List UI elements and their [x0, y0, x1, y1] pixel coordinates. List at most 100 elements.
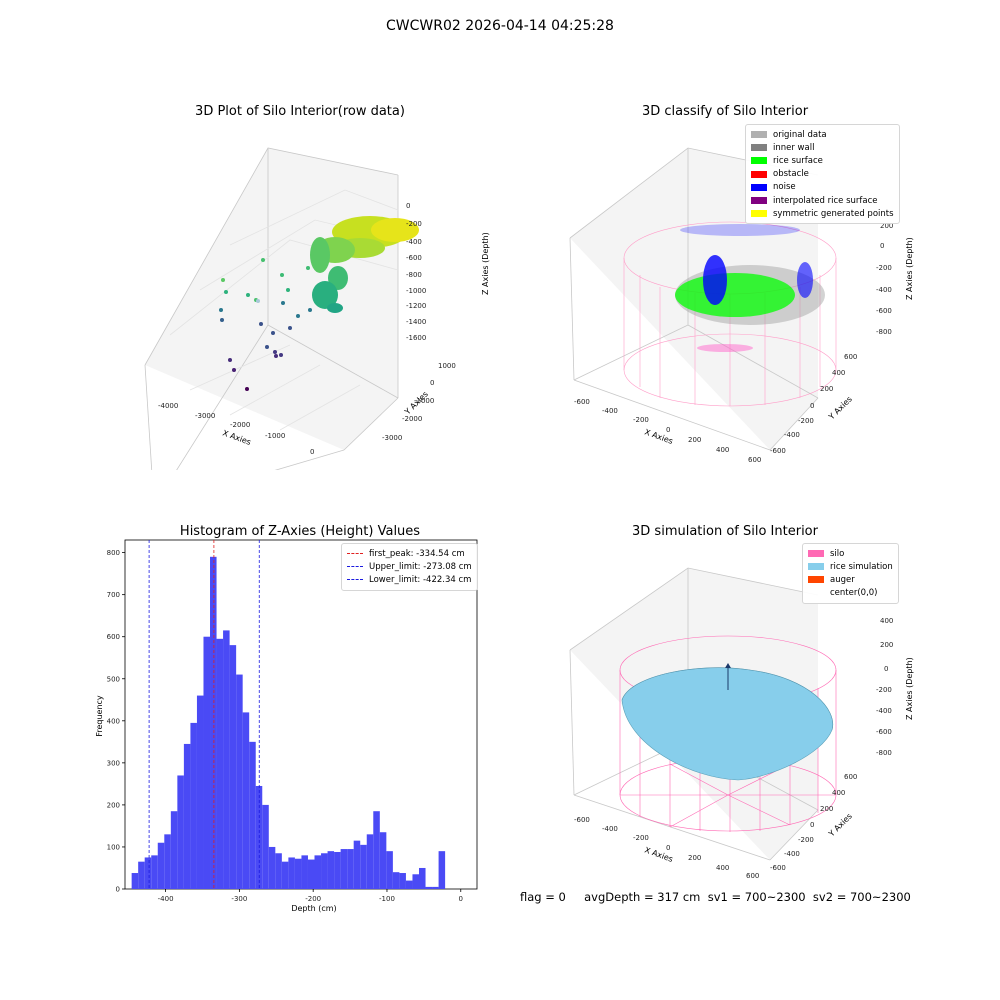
panel2-z-ticks: 200 0 -200 -400 -600 -800 [876, 222, 893, 336]
panel1-z-tick: -1400 [406, 318, 426, 326]
histogram-y-tick: 600 [107, 633, 120, 641]
panel1-z-tick: -200 [406, 220, 422, 228]
panel1-y-tick: 0 [430, 379, 434, 387]
histogram-y-tick: 200 [107, 801, 120, 809]
histogram-bar [294, 858, 302, 889]
panel2-x-tick: 400 [716, 446, 729, 454]
panel4-legend: silo rice simulation auger center(0,0) [802, 543, 899, 604]
legend-item-lower-limit: Lower_limit: -422.34 cm [347, 573, 472, 586]
histogram-bar [301, 855, 308, 889]
histogram-bar [203, 636, 211, 889]
histogram-bar [223, 630, 230, 889]
panel4-z-tick: -200 [876, 686, 892, 694]
panel1-points [219, 216, 419, 391]
legend-swatch [751, 157, 767, 165]
histogram-x-tick: -100 [379, 895, 395, 903]
panel4-y-tick: 200 [820, 805, 833, 813]
panel1-y-tick: -1000 [414, 397, 434, 405]
panel2-x-tick: 0 [666, 426, 670, 434]
panel2-points [675, 224, 825, 352]
histogram-bar [334, 851, 341, 889]
panel2-y-label: Y Axies [826, 395, 854, 423]
panel2-x-ticks: -600 -400 -200 0 200 400 600 [574, 398, 761, 464]
legend-item-noise: noise [751, 181, 894, 194]
histogram-bar [151, 855, 158, 889]
histogram-bar [281, 861, 289, 889]
panel1-x-tick: -4000 [158, 402, 178, 410]
histogram-bar [236, 674, 243, 889]
panel1-x-tick: -1000 [265, 432, 285, 440]
histogram-title: Histogram of Z-Axies (Height) Values [179, 524, 421, 539]
histogram-bar [347, 849, 354, 889]
panel1-y-tick: -2000 [402, 415, 422, 423]
legend-item-upper-limit: Upper_limit: -273.08 cm [347, 560, 472, 573]
panel1-z-tick: -400 [406, 238, 422, 246]
histogram-bar [210, 556, 217, 889]
panel4-z-tick: 200 [880, 641, 893, 649]
histogram-bar [314, 855, 322, 889]
legend-item-first-peak: first_peak: -334.54 cm [347, 547, 472, 560]
legend-swatch [751, 170, 767, 178]
panel2-z-tick: -800 [876, 328, 892, 336]
legend-line [347, 566, 363, 568]
histogram-bar [418, 867, 426, 889]
panel2-x-tick: 600 [748, 456, 761, 464]
histogram-chart: -400 -300 -200 -100 0 0 100 200 300 400 500 600 700 8… [95, 539, 478, 913]
histogram-y-label: Frequency [95, 695, 104, 737]
panel2-z-tick: -200 [876, 264, 892, 272]
panel4-title: 3D simulation of Silo Interior [632, 524, 818, 539]
legend-swatch [808, 590, 824, 597]
panel4-x-tick: 600 [746, 872, 759, 880]
histogram-y-tick: 100 [107, 843, 120, 851]
histogram-bar [249, 741, 256, 889]
panel1-x-tick: 0 [310, 448, 314, 456]
histogram-x-label: Depth (cm) [291, 904, 336, 913]
panel4-y-tick: 600 [844, 773, 857, 781]
panel2-silo-wireframe [623, 221, 837, 407]
histogram-bar [144, 857, 152, 889]
histogram-bar [360, 844, 367, 889]
histogram-bar [216, 638, 224, 889]
panel1-y-tick: -3000 [382, 434, 402, 442]
histogram-y-tick: 400 [107, 717, 120, 725]
legend-item-auger: auger [808, 573, 893, 586]
panel4-x-tick: -200 [633, 834, 649, 842]
panel2-legend: original data inner wall rice surface ob… [745, 124, 900, 225]
panel2-x-tick: -200 [633, 416, 649, 424]
histogram-bar [288, 857, 295, 889]
legend-swatch [751, 144, 767, 152]
panel2-y-tick: 600 [844, 353, 857, 361]
legend-swatch [808, 563, 824, 571]
panel4-x-ticks: -600 -400 -200 0 200 400 600 [574, 816, 759, 880]
legend-item-silo: silo [808, 547, 893, 560]
legend-swatch [751, 131, 767, 139]
legend-item-rice-surface: rice surface [751, 154, 894, 167]
figure-title: CWCWR02 2026-04-14 04:25:28 [386, 18, 614, 34]
histogram-bar [379, 832, 387, 889]
histogram-bar [131, 873, 139, 889]
panel1-z-tick: -1200 [406, 302, 426, 310]
histogram-bar [438, 851, 446, 889]
legend-item-rice-simulation: rice simulation [808, 560, 893, 573]
panel2-y-tick: -200 [798, 417, 814, 425]
panel2-y-ticks: 600 400 200 0 -200 -400 -600 [770, 353, 857, 455]
histogram-ticks: -400 -300 -200 -100 0 0 100 200 300 400 500 600 700 8… [107, 549, 463, 903]
panel2-y-tick: -400 [784, 431, 800, 439]
panel4-x-tick: 200 [688, 854, 701, 862]
histogram-bar [229, 645, 237, 889]
panel4-y-tick: 0 [810, 821, 814, 829]
histogram-bar [196, 695, 204, 889]
histogram-legend: first_peak: -334.54 cm Upper_limit: -273… [341, 543, 478, 591]
panel4-z-tick: -600 [876, 728, 892, 736]
histogram-bar [386, 851, 393, 889]
panel4-z-ticks: 400 200 0 -200 -400 -600 -800 [876, 617, 893, 757]
histogram-bar [138, 861, 145, 889]
panel1-y-tick: 1000 [438, 362, 456, 370]
histogram-x-tick: 0 [459, 895, 463, 903]
panel1-3d-plot: 0 -200 -400 -600 -800 -1000 -1200 -1400 … [144, 147, 490, 470]
panel2-y-tick: -600 [770, 447, 786, 455]
panel2-z-tick: 200 [880, 222, 893, 230]
legend-item-inner-wall: inner wall [751, 141, 894, 154]
panel2-y-tick: 200 [820, 385, 833, 393]
histogram-bar [340, 849, 348, 889]
